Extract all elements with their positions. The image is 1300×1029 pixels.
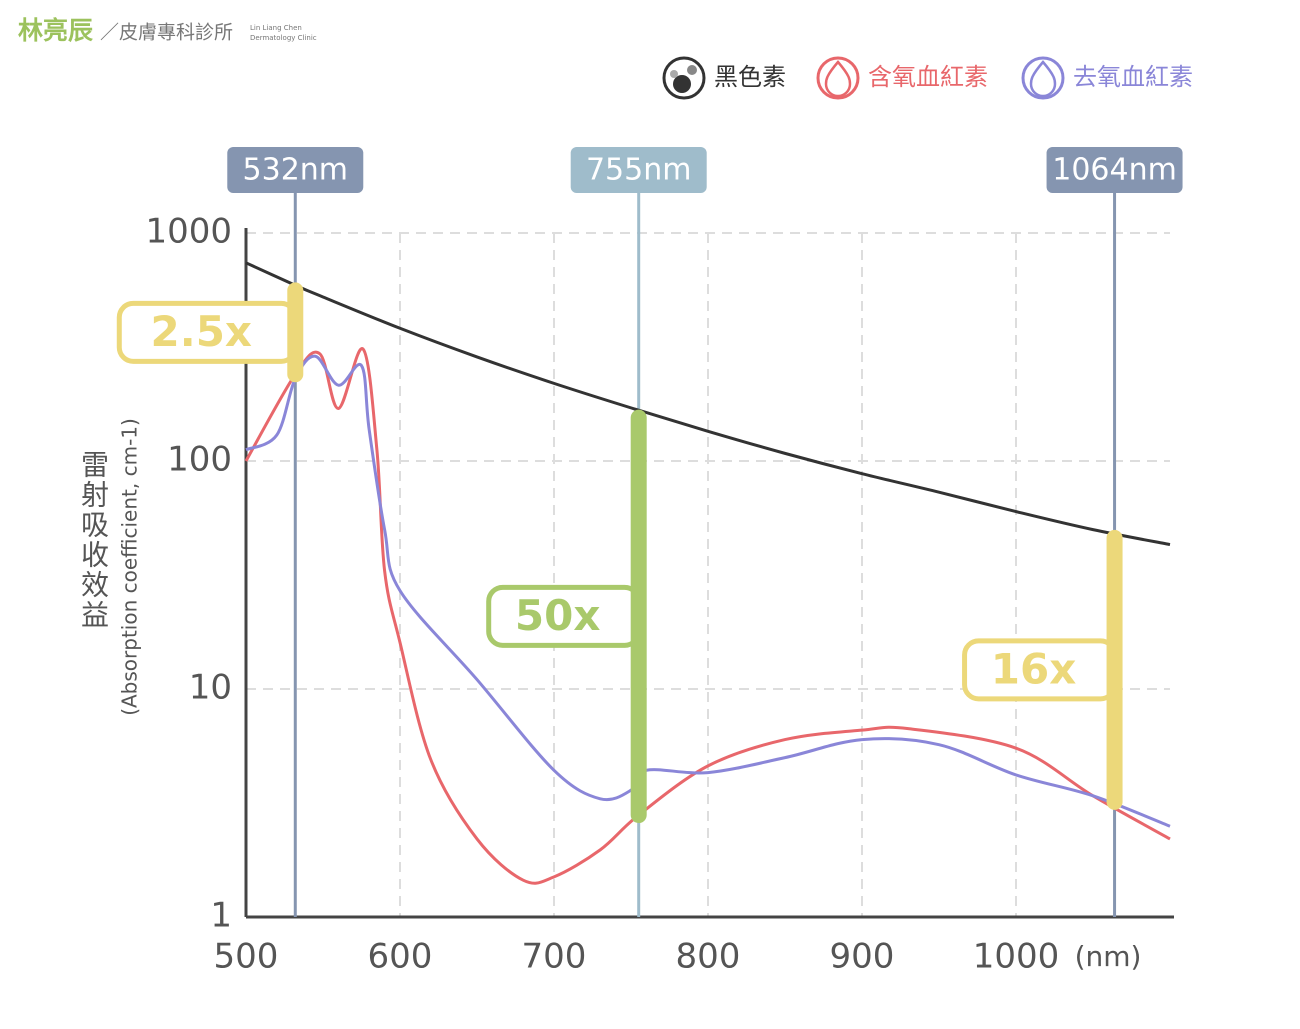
legend-label: 含氧血紅素 bbox=[868, 63, 988, 91]
en-name: Lin Liang Chen bbox=[250, 24, 302, 32]
y-tick-label: 1 bbox=[210, 896, 232, 936]
ratio-label: 50x bbox=[515, 591, 601, 640]
legend-item: 黑色素 bbox=[662, 56, 786, 100]
x-tick-label: 600 bbox=[368, 937, 433, 977]
y-tick-label: 100 bbox=[167, 440, 232, 480]
clinic: ／皮膚專科診所 bbox=[100, 22, 233, 44]
legend-item: 含氧血紅素 bbox=[816, 56, 988, 100]
laser-label: 755nm bbox=[586, 153, 692, 188]
series-line bbox=[245, 261, 1171, 547]
ratio-label: 16x bbox=[991, 644, 1077, 693]
x-tick-label: 1000 bbox=[973, 937, 1060, 977]
y-label: 雷射吸收效益 bbox=[77, 450, 110, 630]
legend-icon-drop bbox=[1029, 60, 1057, 98]
brand: 林亮辰 bbox=[18, 16, 93, 45]
laser-box bbox=[227, 147, 364, 193]
legend-item: 去氧血紅素 bbox=[1021, 56, 1193, 100]
y-tick-label: 1000 bbox=[145, 212, 232, 252]
y-tick-label: 10 bbox=[189, 668, 232, 708]
en-clinic: Dermatology Clinic bbox=[250, 34, 317, 42]
legend-label: 黑色素 bbox=[714, 63, 786, 91]
legend-icon-dot bbox=[687, 65, 697, 75]
series-line bbox=[245, 354, 1171, 828]
y-label-en: (Absorption coefficient, cm-1) bbox=[118, 418, 142, 716]
laser-box bbox=[570, 147, 707, 193]
legend-icon bbox=[816, 56, 860, 100]
x-tick-label: 900 bbox=[830, 937, 895, 977]
legend-icon-dot bbox=[670, 70, 678, 78]
x-tick-label: 700 bbox=[522, 937, 587, 977]
x-unit: (nm) bbox=[1075, 940, 1142, 973]
laser-label: 1064nm bbox=[1052, 153, 1177, 188]
x-tick-label: 500 bbox=[214, 937, 279, 977]
legend-icon-dot bbox=[673, 75, 691, 93]
laser-box bbox=[1046, 147, 1183, 193]
legend-label: 去氧血紅素 bbox=[1073, 63, 1193, 91]
legend-icon-drop bbox=[824, 60, 852, 98]
legend-icon bbox=[1021, 56, 1065, 100]
ratio-label: 2.5x bbox=[151, 307, 253, 356]
series-line bbox=[244, 347, 1171, 885]
x-tick-label: 800 bbox=[676, 937, 741, 977]
laser-label: 532nm bbox=[243, 153, 349, 188]
